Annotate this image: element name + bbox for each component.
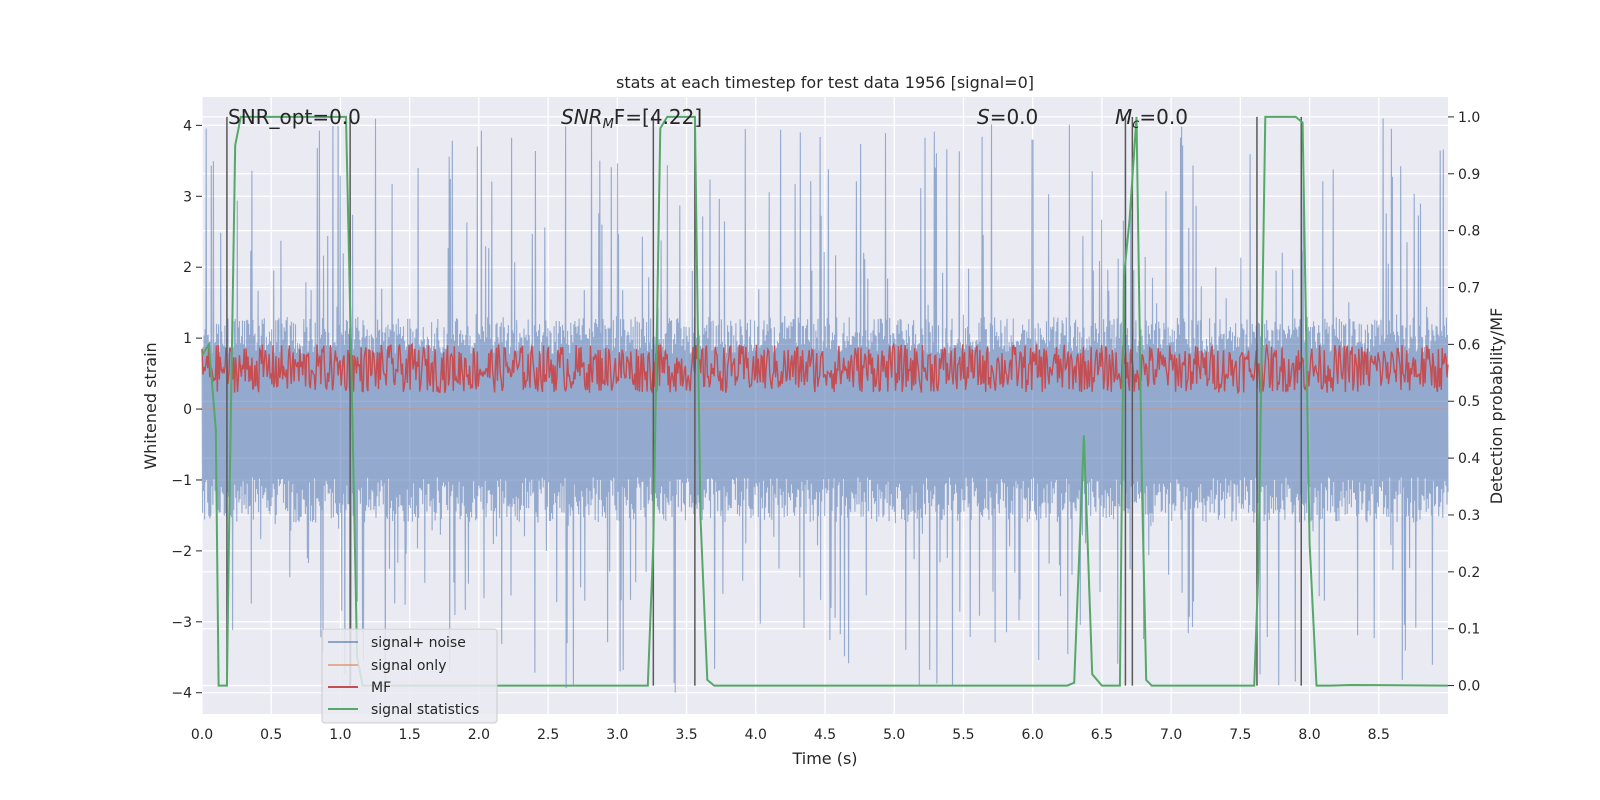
y-tick-label-6: 2 — [183, 260, 192, 276]
x-tick-label-0: 0.0 — [191, 727, 213, 743]
x-tick-label-13: 6.5 — [1091, 727, 1113, 743]
x-tick-label-1: 0.5 — [260, 727, 282, 743]
legend-label-mf: MF — [371, 680, 391, 696]
x-tick-label-12: 6.0 — [1022, 727, 1044, 743]
annotation-s-var: S — [977, 105, 990, 129]
annotation-s-rest: =0.0 — [990, 105, 1039, 129]
mf-line — [201, 342, 1449, 395]
x-tick-label-17: 8.5 — [1368, 727, 1390, 743]
y-right-tick-label-3: 0.3 — [1458, 508, 1480, 524]
mf-series — [201, 342, 1449, 395]
y-tick-label-3: −1 — [171, 473, 192, 489]
legend: signal+ noise signal only MF signal stat… — [321, 628, 498, 724]
y-tick-label-8: 4 — [183, 118, 192, 134]
y-right-tick-label-4: 0.4 — [1458, 451, 1480, 467]
x-tick-label-9: 4.5 — [814, 727, 836, 743]
x-tick-label-2: 1.0 — [329, 727, 351, 743]
annotation-s: S=0.0 — [977, 105, 1038, 129]
y-right-tick-label-9: 0.9 — [1458, 167, 1480, 183]
x-axis-label: Time (s) — [791, 749, 857, 768]
annotation-mc-base: M — [1115, 105, 1132, 129]
signal-statistics-series — [201, 115, 1449, 687]
x-tick-label-3: 1.5 — [399, 727, 421, 743]
legend-label-signal-noise: signal+ noise — [371, 635, 466, 651]
y-tick-label-2: −2 — [171, 544, 192, 560]
x-tick-label-4: 2.0 — [468, 727, 490, 743]
annotation-snr-opt: SNR_opt=0.0 — [228, 105, 361, 129]
legend-label-signal-only: signal only — [371, 658, 446, 674]
y-right-tick-label-7: 0.7 — [1458, 281, 1480, 297]
x-tick-label-8: 4.0 — [745, 727, 767, 743]
y-right-tick-label-10: 1.0 — [1458, 110, 1480, 126]
y-right-tick-label-8: 0.8 — [1458, 224, 1480, 240]
x-tick-label-11: 5.5 — [952, 727, 974, 743]
x-tick-label-14: 7.0 — [1160, 727, 1182, 743]
y-right-axis-ticks: 0.0 0.1 0.2 0.3 0.4 0.5 0.6 0.7 0.8 0.9 1.0 — [1448, 110, 1480, 695]
annotation-snr-mf-base: SNR — [561, 105, 603, 129]
legend-box — [321, 628, 498, 724]
marker-lines — [226, 116, 1302, 686]
x-tick-label-10: 5.0 — [883, 727, 905, 743]
annotation-snr-mf-rest: F=[4.22] — [614, 105, 702, 129]
signal-statistics-line — [201, 115, 1449, 687]
x-tick-label-5: 2.5 — [537, 727, 559, 743]
x-tick-label-16: 8.0 — [1298, 727, 1320, 743]
chart-title: stats at each timestep for test data 195… — [616, 73, 1034, 92]
annotation-mc-sub: c — [1132, 117, 1139, 132]
y-tick-label-4: 0 — [183, 402, 192, 418]
y-right-tick-label-5: 0.5 — [1458, 394, 1480, 410]
y-tick-label-7: 3 — [183, 189, 192, 205]
legend-label-signal-statistics: signal statistics — [371, 702, 479, 718]
annotation-mc: Mc=0.0 — [1115, 105, 1188, 132]
annotation-mc-rest: =0.0 — [1139, 105, 1188, 129]
y-right-axis-label: Detection probability/MF — [1487, 308, 1506, 505]
annotation-snr-mf-sub: M — [603, 117, 614, 132]
x-tick-label-6: 3.0 — [606, 727, 628, 743]
annotation-snr-mf: SNRMF=[4.22] — [561, 105, 702, 132]
y-tick-label-0: −4 — [171, 686, 192, 702]
x-tick-label-15: 7.5 — [1229, 727, 1251, 743]
y-right-tick-label-0: 0.0 — [1458, 679, 1480, 695]
y-axis-ticks: −4 −3 −2 −1 0 1 2 3 4 — [171, 118, 202, 702]
x-axis-ticks: 0.0 0.5 1.0 1.5 2.0 2.5 3.0 3.5 4.0 4.5 5.0 5.5 6.0 6… — [191, 727, 1390, 743]
y-right-tick-label-2: 0.2 — [1458, 565, 1480, 581]
y-tick-label-5: 1 — [183, 331, 192, 347]
y-tick-label-1: −3 — [171, 615, 192, 631]
x-tick-label-7: 3.5 — [675, 727, 697, 743]
y-axis-label: Whitened strain — [141, 342, 160, 469]
y-right-tick-label-1: 0.1 — [1458, 622, 1480, 638]
y-right-tick-label-6: 0.6 — [1458, 337, 1480, 353]
